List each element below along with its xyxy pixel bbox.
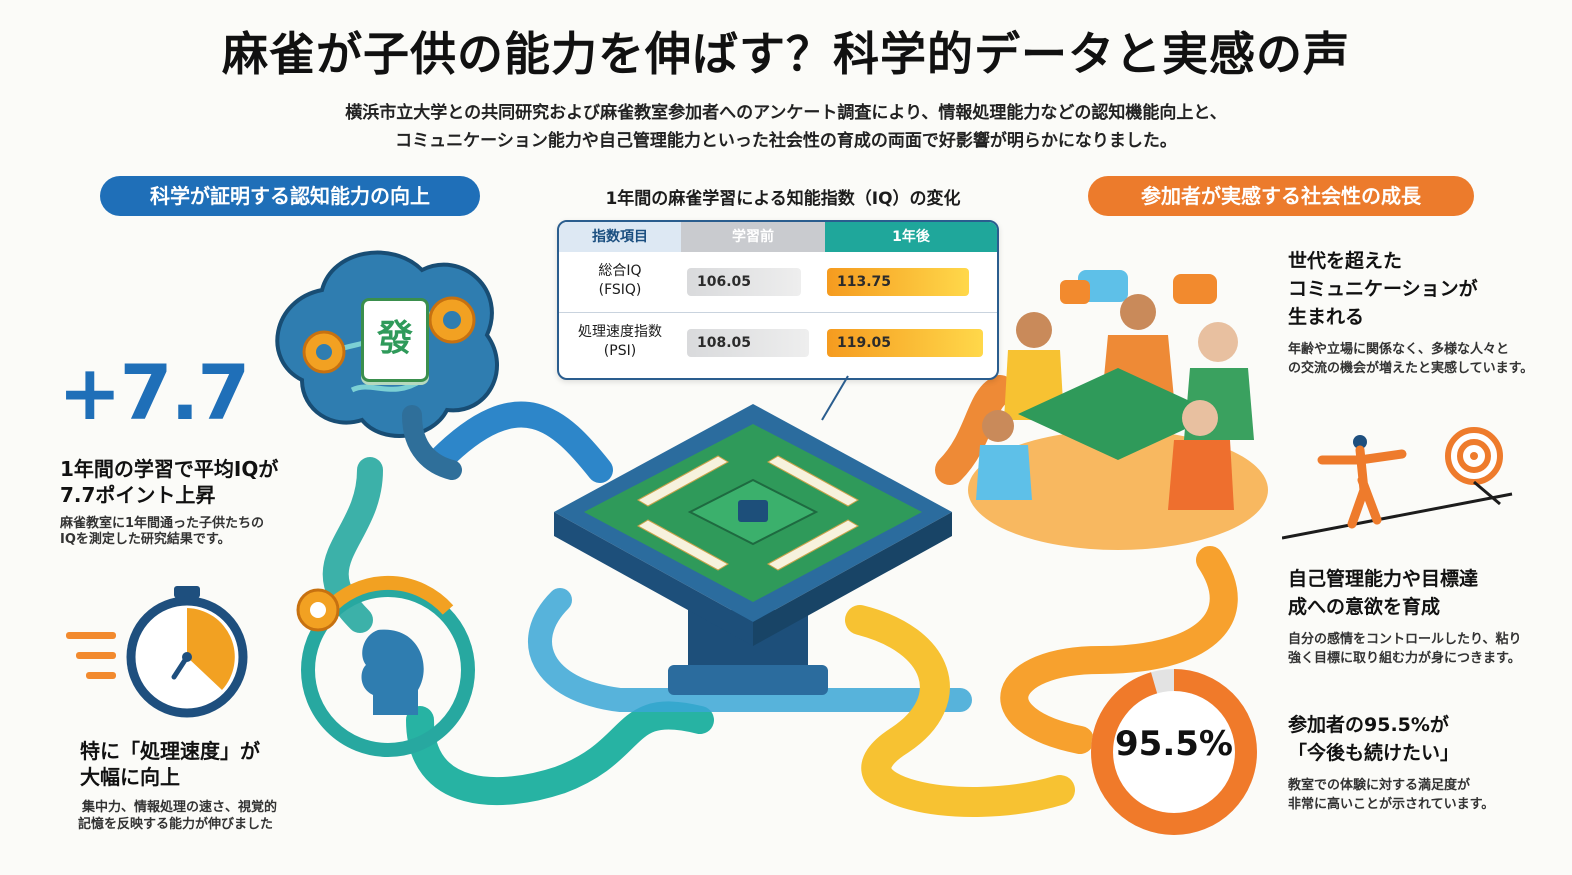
fsiq-after-value: 113.75: [827, 268, 969, 296]
fsiq-before-value: 106.05: [687, 268, 801, 296]
communication-heading-1: 世代を超えた: [1288, 250, 1403, 272]
satisfaction-heading-2: 「今後も続けたい」: [1288, 742, 1460, 764]
table-row-divider: [559, 312, 997, 313]
donut-arc: [1091, 669, 1257, 835]
psi-before-value: 108.05: [687, 329, 809, 357]
page-title: 麻雀が子供の能力を伸ばす？科学的データと実感の声: [222, 27, 1350, 81]
mahjong-tile-icon: 發: [361, 298, 429, 382]
self-management-heading-1: 自己管理能力や目標達: [1288, 568, 1479, 590]
table-header-after: 1年後: [825, 222, 997, 252]
satisfaction-donut: [1091, 669, 1257, 835]
iq-gain-sub-2: IQを測定した研究結果です。: [60, 532, 231, 547]
iq-gain-heading-1: 1年間の学習で平均IQが: [60, 457, 279, 481]
intro-line-2: コミュニケーション能力や自己管理能力といった社会性の育成の両面で好影響が明らかに…: [395, 131, 1177, 151]
head-gear-icon: [296, 575, 475, 757]
iq-gain-sub-1: 麻雀教室に1年間通った子供たちの: [60, 516, 265, 531]
speed-heading-1: 特に「処理速度」が: [80, 739, 260, 763]
cognitive-section-pill: 科学が証明する認知能力の向上: [100, 176, 480, 216]
communication-sub-2: の交流の機会が増えたと実感しています。: [1288, 361, 1534, 376]
row-label-psi: 処理速度指数: [578, 324, 662, 340]
intro-line-1: 横浜市立大学との共同研究および麻雀教室参加者へのアンケート調査により、情報処理能…: [345, 103, 1227, 123]
communication-sub-1: 年齢や立場に関係なく、多様な人々と: [1288, 342, 1510, 357]
speed-heading-2: 大幅に向上: [80, 765, 180, 789]
satisfaction-heading-1: 参加者の95.5%が: [1288, 714, 1449, 736]
communication-heading-3: 生まれる: [1288, 306, 1365, 328]
iq-gain-number: +7.7: [58, 348, 250, 437]
row-label-fsiq-abbr: (FSIQ): [598, 282, 642, 298]
speed-sub-2: 記憶を反映する能力が伸びました: [78, 817, 274, 832]
brain-icon: [275, 250, 499, 480]
speed-sub-1: 集中力、情報処理の速さ、視覚的: [82, 800, 278, 815]
iq-gain-heading-2: 7.7ポイント上昇: [60, 483, 216, 507]
self-management-sub-1: 自分の感情をコントロールしたり、粘り: [1288, 632, 1522, 647]
self-management-heading-2: 成への意欲を育成: [1288, 596, 1441, 618]
callout-pointer: [821, 375, 849, 421]
table-header-metric: 指数項目: [559, 222, 681, 252]
row-label-fsiq: 総合IQ: [598, 263, 642, 279]
iq-table-title: 1年間の麻雀学習による知能指数（IQ）の変化: [605, 189, 961, 209]
table-header-before: 学習前: [681, 222, 825, 252]
family-playing-illustration: [968, 270, 1268, 550]
goal-target-illustration: [1282, 427, 1513, 540]
stopwatch-icon: [66, 586, 248, 718]
communication-heading-2: コミュニケーションが: [1288, 278, 1478, 300]
mahjong-table-illustration: [554, 404, 952, 695]
satisfaction-percent: 95.5%: [1115, 724, 1233, 764]
self-management-sub-2: 強く目標に取り組む力が身につきます。: [1288, 651, 1521, 666]
social-section-pill: 参加者が実感する社会性の成長: [1088, 176, 1474, 216]
iq-table: 指数項目 学習前 1年後 総合IQ (FSIQ) 106.05 113.75 処…: [557, 220, 999, 380]
satisfaction-sub-1: 教室での体験に対する満足度が: [1288, 778, 1471, 793]
psi-after-value: 119.05: [827, 329, 983, 357]
row-label-psi-abbr: (PSI): [603, 343, 637, 359]
satisfaction-sub-2: 非常に高いことが示されています。: [1288, 797, 1495, 812]
